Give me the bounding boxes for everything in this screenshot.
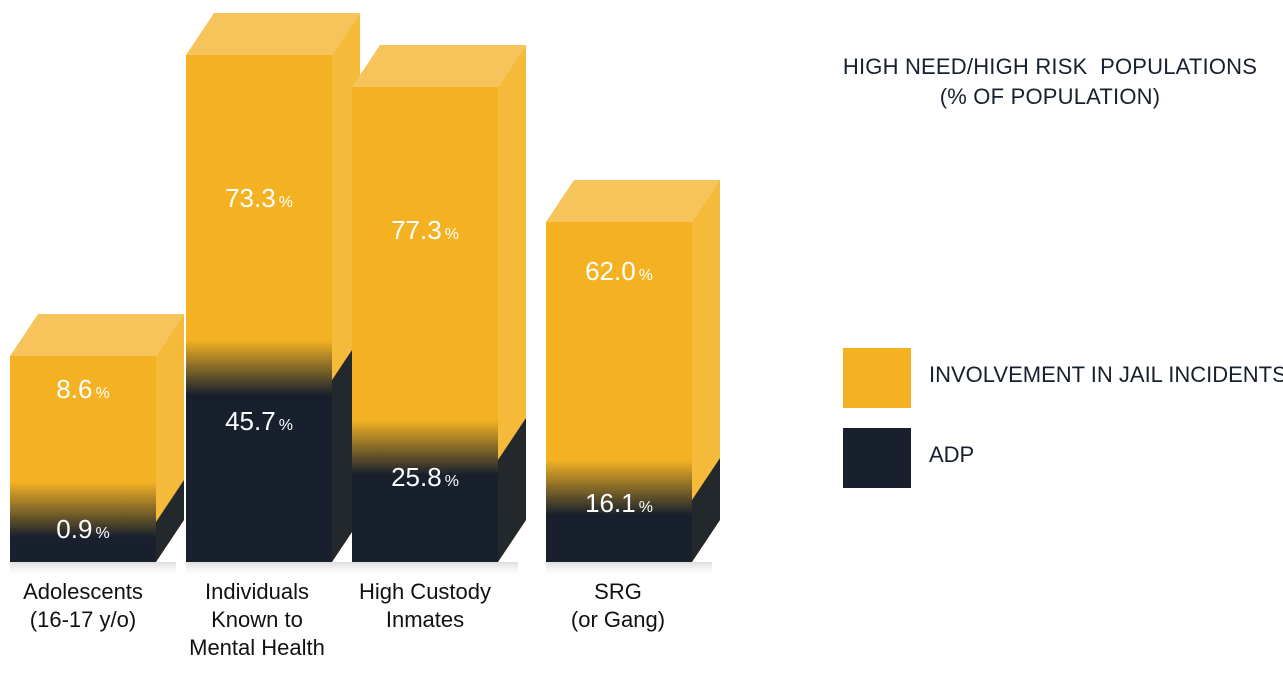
- bar-side-face-adp: [156, 480, 184, 562]
- category-label-line: Individuals: [205, 579, 309, 604]
- category-label-line: (or Gang): [570, 607, 666, 632]
- legend-label-adp: ADP: [929, 442, 975, 467]
- value-label-adp: 45.7%: [225, 406, 293, 436]
- legend-item-incidents: INVOLVEMENT IN JAIL INCIDENTS: [843, 348, 1283, 408]
- category-label-adolescents: Adolescents (16-17 y/o): [8, 578, 158, 634]
- value-label-incidents: 77.3%: [391, 215, 459, 245]
- bar-side-face-adp: [692, 458, 720, 562]
- legend-label-incidents: INVOLVEMENT IN JAIL INCIDENTS: [929, 362, 1283, 387]
- category-label-line: Adolescents: [23, 579, 143, 604]
- legend-swatch-adp: [843, 428, 911, 488]
- bar-0: 8.6 % 0.9%: [10, 314, 184, 578]
- bar-base-shadow: [352, 562, 518, 578]
- bar-base-shadow: [10, 562, 176, 578]
- category-label-line: Mental Health: [189, 635, 325, 660]
- bar-top-face: [352, 45, 526, 87]
- bar-1: 73.3 % 45.7%: [186, 13, 360, 578]
- category-label-line: High Custody: [358, 579, 492, 604]
- category-label-line: (16-17 y/o): [29, 607, 137, 632]
- value-label-adp: 16.1%: [585, 488, 653, 518]
- bar-3: 62.0 % 16.1%: [546, 180, 720, 578]
- category-label-line: SRG: [594, 579, 642, 604]
- category-label-line: Inmates: [385, 607, 465, 632]
- bar-top-face: [186, 13, 360, 55]
- bar-front-face: [352, 87, 498, 562]
- bar-side-face-adp: [498, 418, 526, 562]
- chart-title-line-1: HIGH NEED/HIGH RISK POPULATIONS: [842, 54, 1258, 79]
- chart-title: HIGH NEED/HIGH RISK POPULATIONS (% OF PO…: [840, 52, 1260, 112]
- bar-front-face: [546, 222, 692, 562]
- value-label-incidents: 8.6%: [56, 374, 109, 404]
- bar-top-face: [10, 314, 184, 356]
- bar-front-face: [10, 356, 156, 562]
- bar-top-face: [546, 180, 720, 222]
- value-label-incidents: 62.0%: [585, 256, 653, 286]
- legend-item-adp: ADP: [843, 428, 1283, 488]
- legend-swatch-incidents: [843, 348, 911, 408]
- category-label-srg: SRG (or Gang): [543, 578, 693, 634]
- bar-base-shadow: [186, 562, 352, 578]
- bar-front-face: [186, 55, 332, 562]
- value-label-adp: 0.9%: [56, 514, 109, 544]
- chart-title-line-2: (% OF POPULATION): [939, 84, 1161, 109]
- bar-2: 77.3 % 25.8%: [352, 45, 526, 578]
- category-label-high-custody: High Custody Inmates: [350, 578, 500, 634]
- category-label-mental-health: Individuals Known to Mental Health: [182, 578, 332, 662]
- value-label-adp: 25.8%: [391, 462, 459, 492]
- bar-side-face: [692, 180, 720, 562]
- value-label-incidents: 73.3%: [225, 183, 293, 213]
- category-label-line: Known to: [211, 607, 303, 632]
- bar-base-shadow: [546, 562, 712, 578]
